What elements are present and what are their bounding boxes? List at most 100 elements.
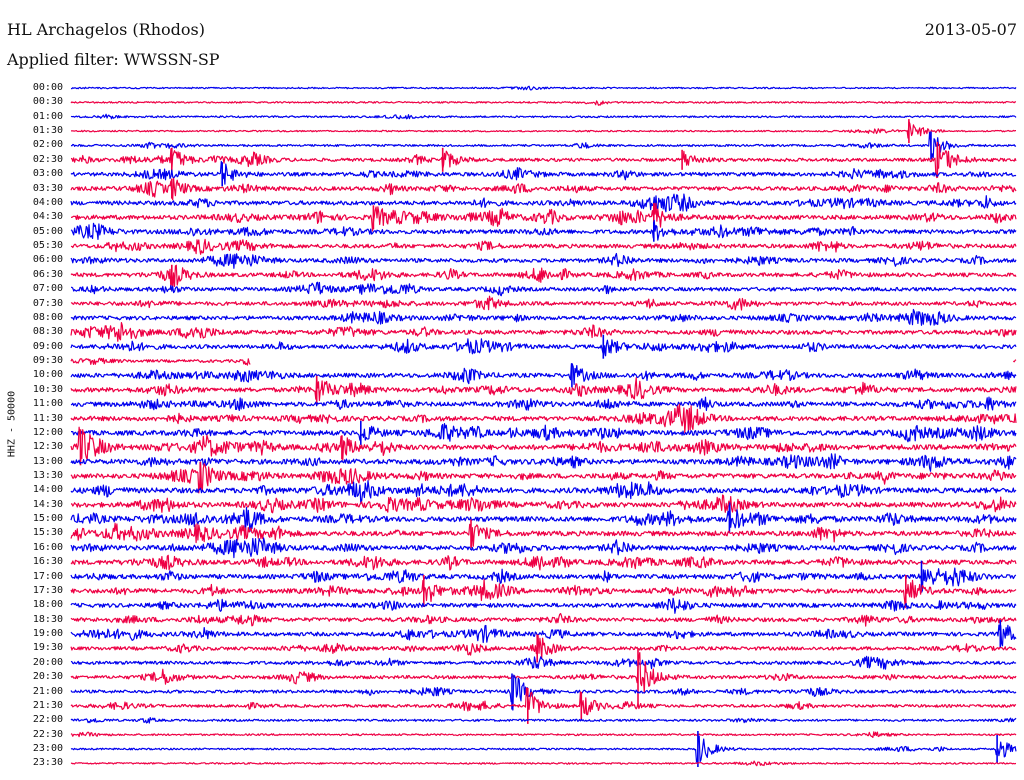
time-label: 09:30 xyxy=(32,355,63,367)
time-label: 11:30 xyxy=(32,412,63,424)
time-label: 22:00 xyxy=(32,714,63,726)
trace-row xyxy=(70,264,1017,291)
plot-date: 2013-05-07 xyxy=(924,20,1017,39)
time-label: 15:30 xyxy=(32,527,63,539)
time-label: 16:00 xyxy=(32,541,63,553)
trace-row xyxy=(70,735,1017,764)
trace-row xyxy=(70,252,1017,269)
time-label: 23:30 xyxy=(32,757,63,769)
applied-filter-label: Applied filter: WWSSN-SP xyxy=(7,50,220,69)
time-label: 21:00 xyxy=(32,685,63,697)
trace-row xyxy=(70,426,1017,461)
trace-row xyxy=(70,357,1017,366)
trace-row xyxy=(70,238,1017,255)
trace-row xyxy=(70,132,1017,159)
trace-row xyxy=(70,578,1017,609)
trace-row xyxy=(70,502,1017,533)
time-label: 00:30 xyxy=(32,96,63,108)
time-label: 20:30 xyxy=(32,671,63,683)
trace-row xyxy=(70,731,1017,738)
time-label: 19:00 xyxy=(32,628,63,640)
trace-row xyxy=(70,674,1017,711)
trace-row xyxy=(70,143,1017,179)
trace-row xyxy=(70,687,1017,716)
trace-row xyxy=(70,537,1017,559)
time-label: 06:30 xyxy=(32,268,63,280)
trace-row xyxy=(71,281,1017,297)
time-label: 07:30 xyxy=(32,297,63,309)
time-label: 10:30 xyxy=(32,383,63,395)
trace-row xyxy=(71,423,1017,443)
time-label: 13:00 xyxy=(32,455,63,467)
trace-row xyxy=(70,652,1017,694)
time-label: 20:00 xyxy=(32,656,63,668)
time-label: 08:00 xyxy=(32,311,63,323)
trace-row xyxy=(70,403,1017,434)
time-label: 08:30 xyxy=(32,326,63,338)
trace-row xyxy=(70,624,1017,647)
time-label: 16:30 xyxy=(32,556,63,568)
time-label: 19:30 xyxy=(32,642,63,654)
trace-row xyxy=(70,655,1017,670)
trace-row xyxy=(70,376,1017,402)
trace-row xyxy=(70,338,1017,357)
trace-row xyxy=(70,193,1017,213)
station-title: HL Archagelos (Rhodos) xyxy=(7,20,205,39)
time-label: 17:00 xyxy=(32,570,63,582)
trace-row xyxy=(70,522,1017,549)
trace-row xyxy=(70,567,1017,592)
time-label: 02:00 xyxy=(32,139,63,151)
time-label: 04:00 xyxy=(32,196,63,208)
time-label: 13:30 xyxy=(32,469,63,481)
time-label: 18:00 xyxy=(32,599,63,611)
trace-row xyxy=(70,177,1017,201)
time-label: 06:00 xyxy=(32,254,63,266)
time-label: 01:30 xyxy=(32,125,63,137)
trace-row xyxy=(70,363,1017,386)
trace-row xyxy=(70,85,1017,91)
time-label: 11:00 xyxy=(32,398,63,410)
time-label: 14:00 xyxy=(32,484,63,496)
trace-row xyxy=(70,612,1017,627)
time-label: 04:30 xyxy=(32,211,63,223)
time-label: 15:00 xyxy=(32,513,63,525)
trace-row xyxy=(70,597,1017,614)
trace-row xyxy=(70,461,1017,494)
trace-row xyxy=(70,113,1017,120)
time-label: 01:00 xyxy=(32,110,63,122)
time-label: 22:30 xyxy=(32,728,63,740)
trace-row xyxy=(70,100,1017,106)
trace-row xyxy=(70,308,1017,326)
trace-row xyxy=(70,760,1017,767)
time-label: 18:30 xyxy=(32,613,63,625)
time-label: 03:30 xyxy=(32,182,63,194)
trace-row xyxy=(70,160,1017,185)
time-label: 12:00 xyxy=(32,426,63,438)
time-label: 23:00 xyxy=(32,743,63,755)
trace-row xyxy=(70,202,1017,232)
time-label: 17:30 xyxy=(32,584,63,596)
time-label: 09:00 xyxy=(32,340,63,352)
trace-row xyxy=(70,219,1017,241)
time-label: 07:00 xyxy=(32,283,63,295)
time-label: 21:30 xyxy=(32,699,63,711)
trace-row xyxy=(70,453,1017,472)
time-label: 05:00 xyxy=(32,225,63,237)
time-label: 03:00 xyxy=(32,168,63,180)
trace-row xyxy=(70,494,1017,514)
trace-row xyxy=(70,295,1017,311)
trace-row xyxy=(70,396,1017,411)
trace-row xyxy=(70,554,1017,571)
trace-row xyxy=(70,480,1017,505)
trace-row xyxy=(70,717,1017,724)
time-label: 10:00 xyxy=(32,369,63,381)
time-label: 14:30 xyxy=(32,498,63,510)
trace-row xyxy=(70,322,1017,342)
trace-row xyxy=(70,634,1017,660)
trace-row xyxy=(71,120,1016,139)
time-label: 05:30 xyxy=(32,240,63,252)
time-label: 02:30 xyxy=(32,153,63,165)
time-label: 12:30 xyxy=(32,441,63,453)
time-label: 00:00 xyxy=(32,82,63,93)
